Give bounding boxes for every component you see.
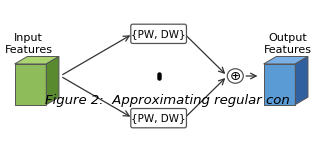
Polygon shape xyxy=(15,57,59,64)
Text: ⊕: ⊕ xyxy=(230,69,241,83)
Text: Input
Features: Input Features xyxy=(5,33,53,55)
Polygon shape xyxy=(264,57,308,64)
FancyBboxPatch shape xyxy=(131,109,186,128)
Polygon shape xyxy=(46,57,59,105)
Circle shape xyxy=(227,69,243,83)
Text: Figure 2:  Approximating regular con: Figure 2: Approximating regular con xyxy=(45,94,289,107)
FancyBboxPatch shape xyxy=(131,24,186,43)
Text: {PW, DW}: {PW, DW} xyxy=(131,29,186,39)
Polygon shape xyxy=(264,64,295,105)
Text: {PW, DW}: {PW, DW} xyxy=(131,113,186,123)
Polygon shape xyxy=(15,64,46,105)
Text: Output
Features: Output Features xyxy=(263,33,311,55)
Polygon shape xyxy=(295,57,308,105)
